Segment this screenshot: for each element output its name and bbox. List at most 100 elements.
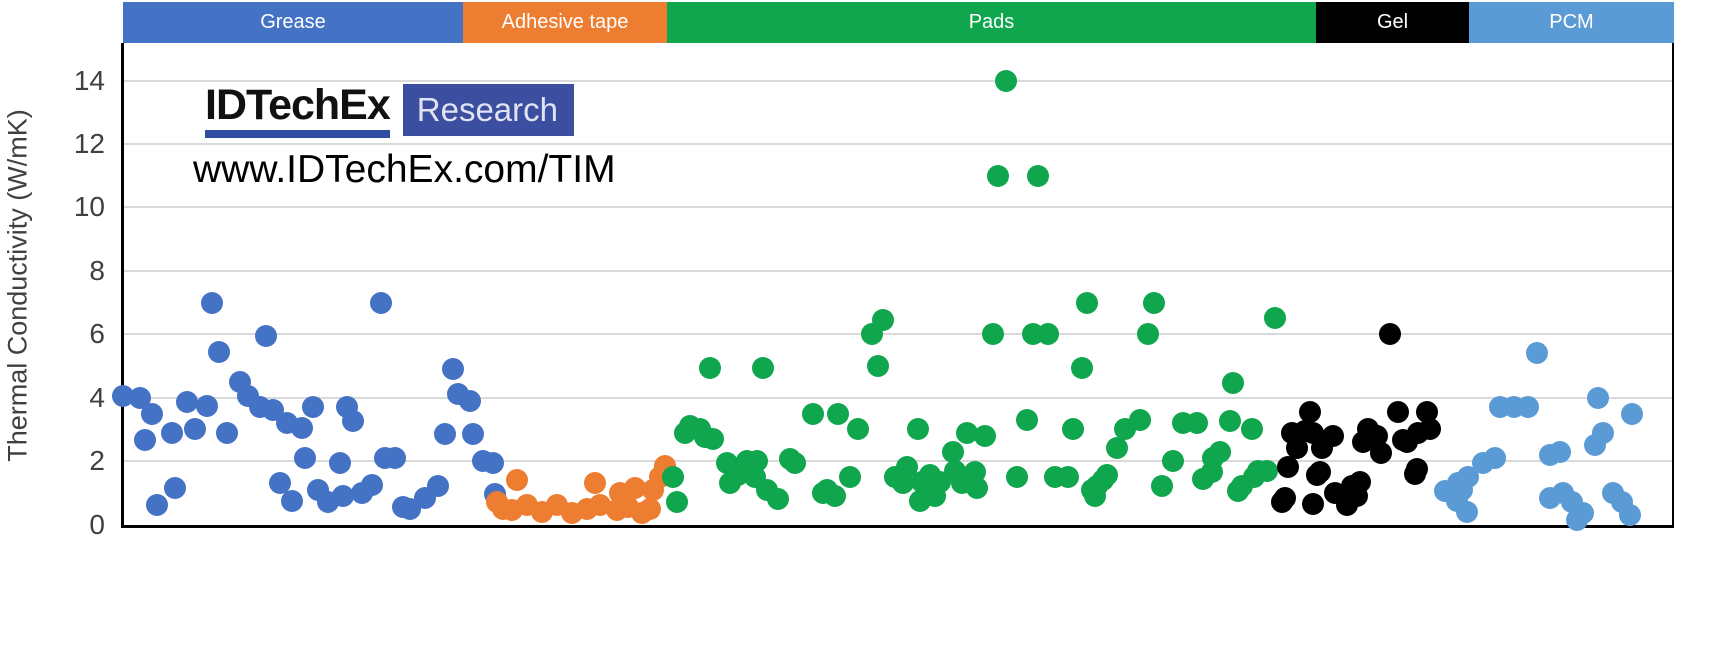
- data-point-pads: [662, 465, 684, 488]
- data-point-grease: [281, 489, 303, 512]
- data-point-grease: [184, 418, 206, 441]
- data-point-gel: [1419, 418, 1441, 441]
- data-point-pads: [1027, 164, 1049, 187]
- data-point-pads: [1241, 418, 1263, 441]
- data-point-pads: [907, 418, 929, 441]
- y-tick-label-10: 10: [73, 191, 105, 223]
- data-point-grease: [427, 475, 449, 498]
- data-point-pads: [1006, 465, 1028, 488]
- data-point-gel: [1286, 437, 1308, 460]
- data-point-grease: [370, 291, 392, 314]
- data-point-pads: [982, 323, 1004, 346]
- data-point-pads: [1057, 465, 1079, 488]
- data-point-grease: [459, 389, 481, 412]
- data-point-pads: [752, 356, 774, 379]
- data-point-grease: [342, 410, 364, 433]
- data-point-gel: [1349, 470, 1371, 493]
- website-url-text: www.IDTechEx.com/TIM: [193, 148, 616, 191]
- data-point-pads: [1016, 408, 1038, 431]
- data-point-pads: [784, 451, 806, 474]
- data-point-pads: [699, 356, 721, 379]
- data-point-pads: [1219, 410, 1241, 433]
- data-point-gel: [1416, 400, 1438, 423]
- data-point-gel: [1274, 486, 1296, 509]
- data-point-grease: [134, 429, 156, 452]
- data-point-pads: [839, 465, 861, 488]
- data-point-grease: [196, 394, 218, 417]
- data-point-pads: [1129, 408, 1151, 431]
- data-point-grease: [462, 423, 484, 446]
- data-point-pcm: [1526, 342, 1548, 365]
- data-point-pads: [824, 484, 846, 507]
- category-band-label: PCM: [1549, 11, 1594, 33]
- y-axis-line: [121, 43, 124, 528]
- data-point-pads: [1137, 323, 1159, 346]
- data-point-grease: [146, 494, 168, 517]
- data-point-grease: [164, 477, 186, 500]
- gridline-y-4: [124, 396, 1672, 399]
- data-point-pads: [702, 427, 724, 450]
- data-point-pads: [974, 424, 996, 447]
- data-point-gel: [1366, 424, 1388, 447]
- gridline-y-10: [124, 206, 1672, 209]
- data-point-pads: [1096, 464, 1118, 487]
- y-tick-label-14: 14: [73, 64, 105, 96]
- data-point-pads: [872, 308, 894, 331]
- category-band-label: Adhesive tape: [501, 11, 629, 33]
- y-tick-label-6: 6: [89, 318, 105, 350]
- data-point-pcm: [1456, 500, 1478, 523]
- data-point-grease: [384, 446, 406, 469]
- data-point-grease: [434, 423, 456, 446]
- data-point-pads: [802, 402, 824, 425]
- data-point-grease: [294, 446, 316, 469]
- idtechex-wordmark: IDTechEx: [205, 84, 391, 138]
- data-point-pads: [1076, 291, 1098, 314]
- data-point-gel: [1302, 492, 1324, 515]
- data-point-grease: [332, 484, 354, 507]
- data-point-pads: [1264, 307, 1286, 330]
- y-tick-label-0: 0: [89, 508, 105, 540]
- research-badge: Research: [402, 84, 574, 136]
- data-point-grease: [442, 358, 464, 381]
- data-point-pcm: [1621, 402, 1643, 425]
- data-point-grease: [216, 421, 238, 444]
- data-point-grease: [201, 291, 223, 314]
- data-point-pcm: [1587, 386, 1609, 409]
- data-point-gel: [1406, 458, 1428, 480]
- y-tick-label-2: 2: [89, 445, 105, 477]
- data-point-grease: [255, 324, 277, 347]
- data-point-adhesive-tape: [624, 477, 646, 500]
- data-point-pads: [1062, 418, 1084, 441]
- data-point-pads: [1256, 459, 1278, 482]
- data-point-pads: [1162, 450, 1184, 473]
- data-point-pcm: [1619, 503, 1641, 526]
- data-point-pcm: [1572, 502, 1594, 525]
- data-point-pads: [1037, 323, 1059, 346]
- data-point-pcm: [1592, 421, 1614, 444]
- data-point-adhesive-tape: [584, 472, 606, 495]
- data-point-grease: [161, 421, 183, 444]
- data-point-grease: [329, 451, 351, 474]
- data-point-pads: [666, 491, 688, 514]
- idtechex-logo: IDTechEx Research: [205, 84, 574, 138]
- gridline-y-8: [124, 269, 1672, 272]
- data-point-pads: [1186, 412, 1208, 434]
- idtechex-logo-underline: [205, 130, 390, 138]
- data-point-adhesive-tape: [589, 494, 611, 517]
- gridline-y-14: [124, 79, 1672, 82]
- data-point-pads: [1071, 356, 1093, 379]
- data-point-pads: [995, 69, 1017, 92]
- data-point-pads: [767, 488, 789, 511]
- data-point-grease: [129, 386, 151, 409]
- data-point-pads: [956, 421, 978, 444]
- gridline-y-6: [124, 333, 1672, 336]
- x-axis-line: [121, 525, 1674, 528]
- data-point-pads: [966, 477, 988, 500]
- data-point-grease: [176, 391, 198, 414]
- category-band-label: Pads: [968, 11, 1015, 33]
- data-point-pads: [1106, 437, 1128, 460]
- gridline-y-12: [124, 142, 1672, 145]
- data-point-pcm: [1517, 396, 1539, 419]
- data-point-grease: [291, 416, 313, 439]
